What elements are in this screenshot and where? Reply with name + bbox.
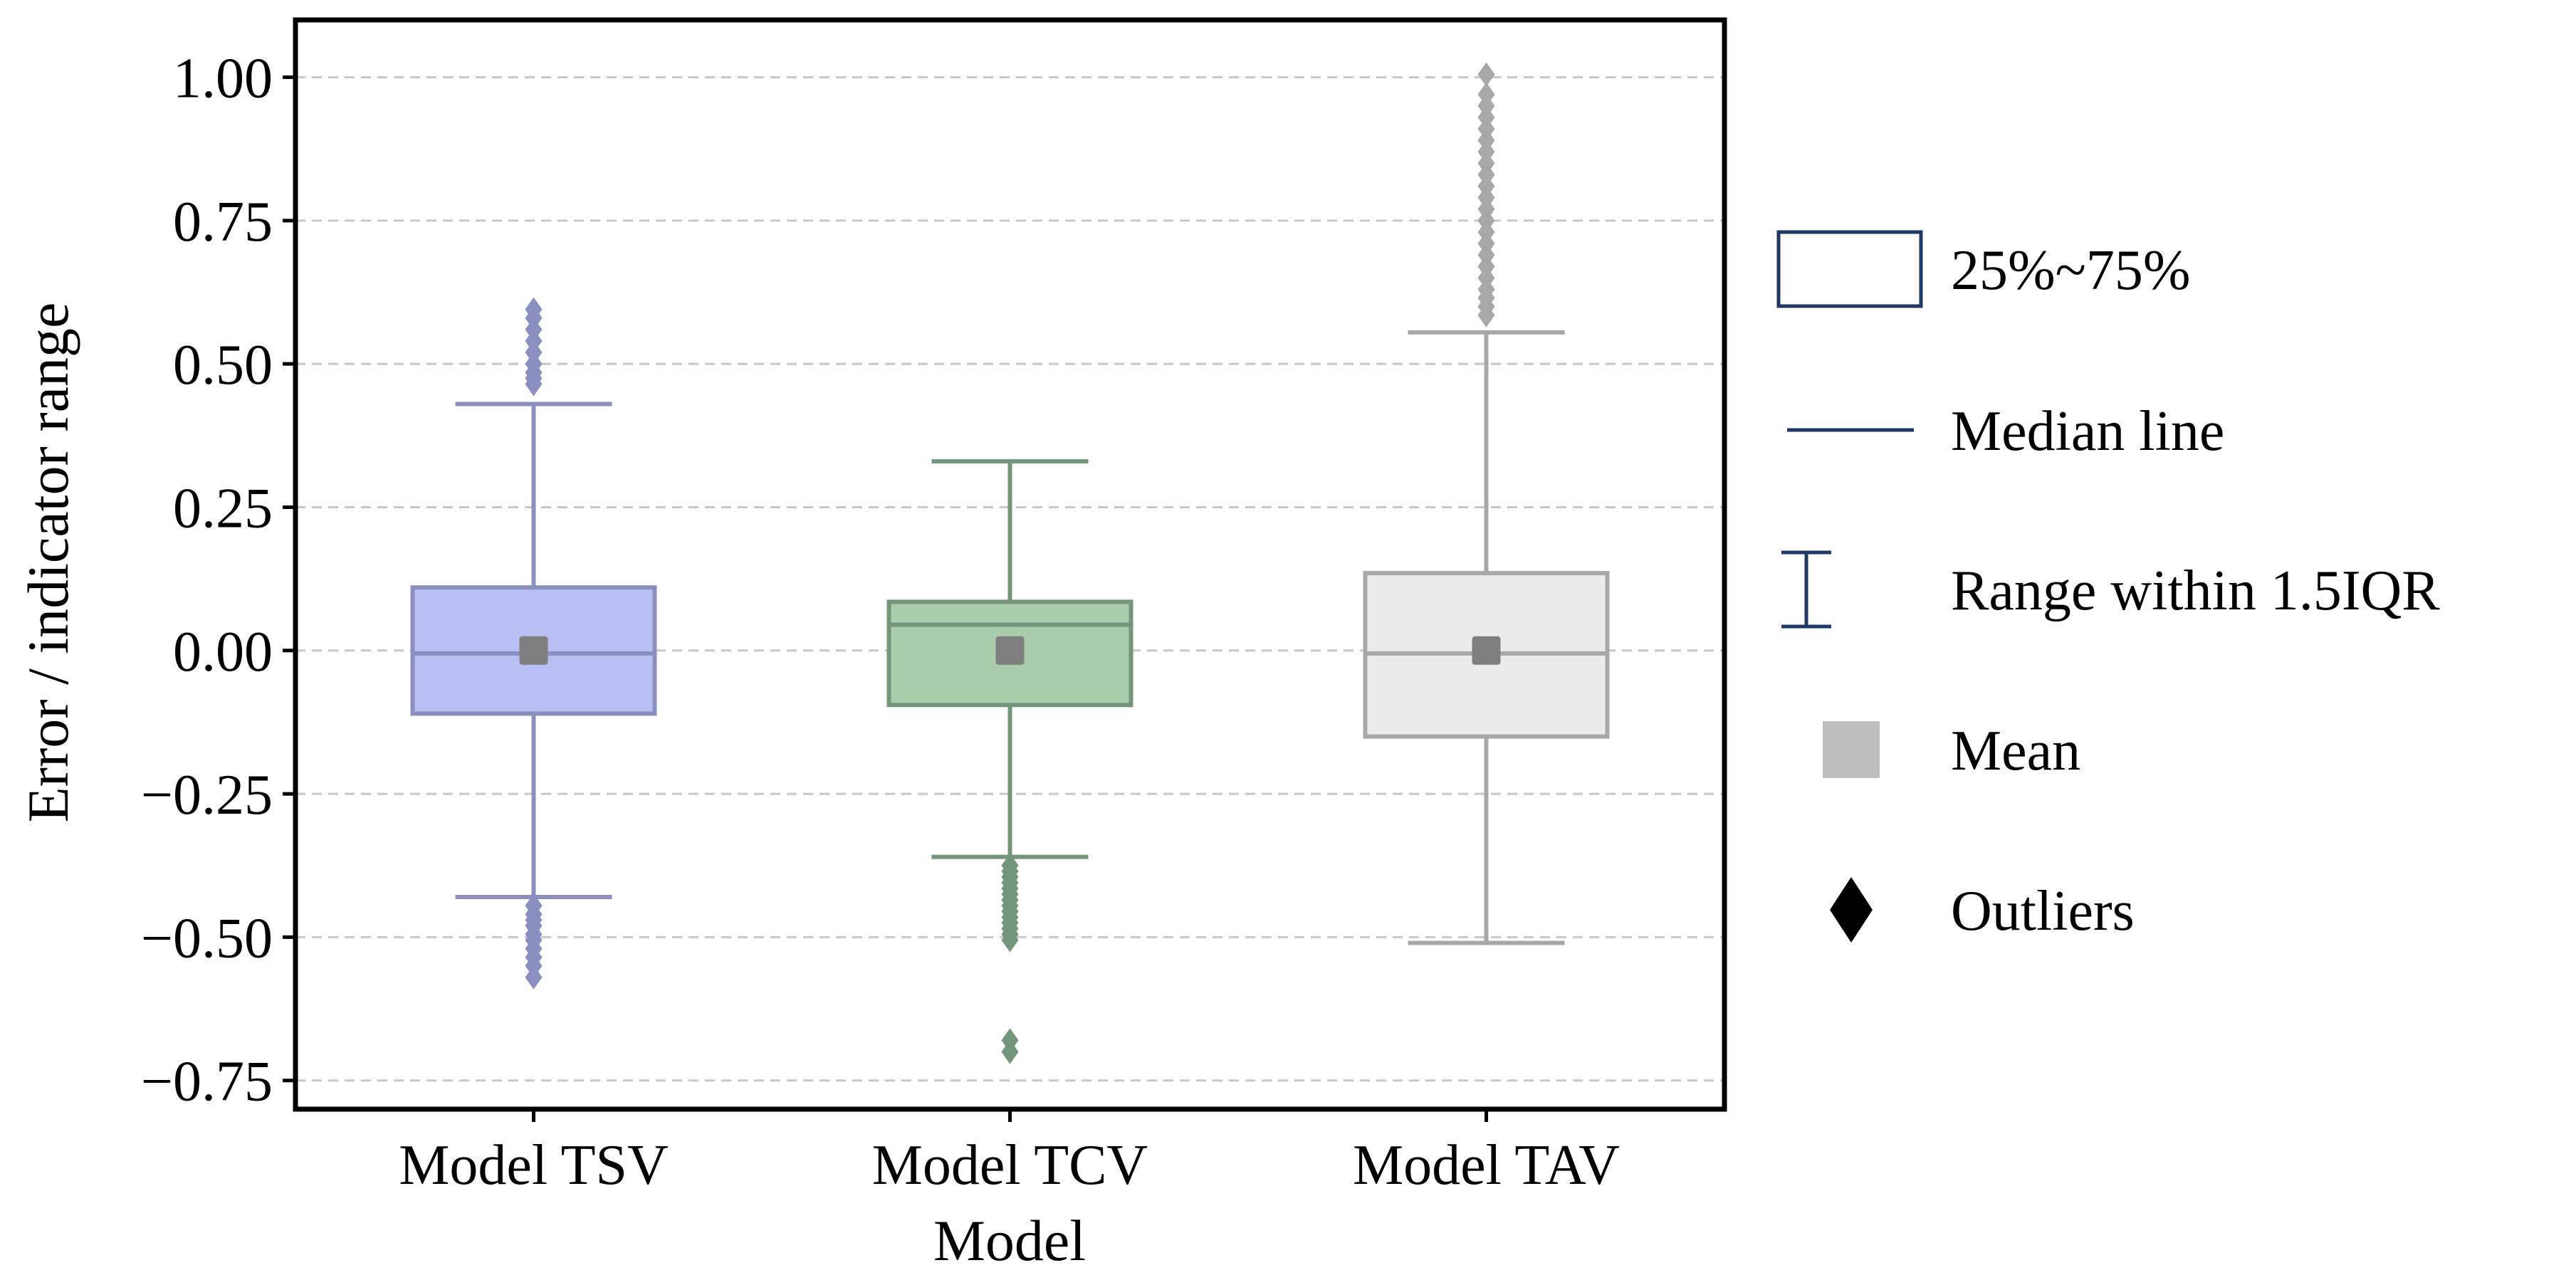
box-series (410, 62, 1610, 1064)
x-tick-label: Model TSV (399, 1134, 669, 1197)
x-tick-label: Model TCV (872, 1134, 1148, 1197)
outlier-point (525, 297, 543, 322)
legend-label: 25%~75% (1951, 239, 2191, 302)
mean-marker (995, 636, 1025, 665)
legend-label: Median line (1951, 400, 2224, 463)
y-tick-label: 1.00 (173, 48, 273, 110)
box-group-3 (1363, 62, 1610, 945)
y-tick-label: 0.25 (173, 477, 273, 540)
x-tick-label: Model TAV (1353, 1134, 1620, 1197)
mean-marker (1472, 636, 1501, 665)
outlier-point (1477, 62, 1495, 87)
y-axis-title: Error / indicator range (16, 303, 80, 823)
y-tick-label: −0.50 (141, 907, 273, 970)
legend-item-mean: Mean (1823, 720, 2080, 782)
y-tick-label: 0.00 (173, 621, 273, 683)
y-axis-ticks: 1.00 0.75 0.50 0.25 0.00 −0.25 −0.50 −0.75 (141, 48, 295, 1113)
legend-item-range: Range within 1.5IQR (1781, 550, 2440, 629)
legend: 25%~75% Median line Range within 1.5IQR Mea… (1776, 230, 2440, 943)
legend-label: Outliers (1951, 880, 2135, 943)
y-tick-label: −0.25 (141, 764, 273, 827)
legend-item-median: Median line (1787, 400, 2224, 463)
legend-box-swatch (1776, 230, 1923, 308)
y-tick-label: 0.75 (173, 191, 273, 253)
legend-mean-swatch (1823, 721, 1880, 778)
x-axis-ticks: Model TSV Model TCV Model TAV (399, 1109, 1620, 1197)
x-axis-title: Model (933, 1208, 1086, 1273)
outlier-point (1477, 82, 1495, 107)
box-group-1 (410, 297, 657, 990)
box-group-2 (886, 459, 1133, 1064)
legend-label: Mean (1951, 720, 2080, 782)
mean-marker (519, 636, 548, 665)
outlier-point (525, 965, 543, 990)
legend-label: Range within 1.5IQR (1951, 560, 2440, 622)
y-tick-label: −0.75 (141, 1051, 273, 1113)
legend-item-outlier: Outliers (1830, 877, 2135, 943)
outlier-point (1001, 1039, 1019, 1064)
legend-item-box: 25%~75% (1776, 230, 2191, 308)
outlier-point (1001, 928, 1019, 953)
legend-outlier-swatch (1830, 877, 1873, 943)
y-tick-label: 0.50 (173, 334, 273, 397)
